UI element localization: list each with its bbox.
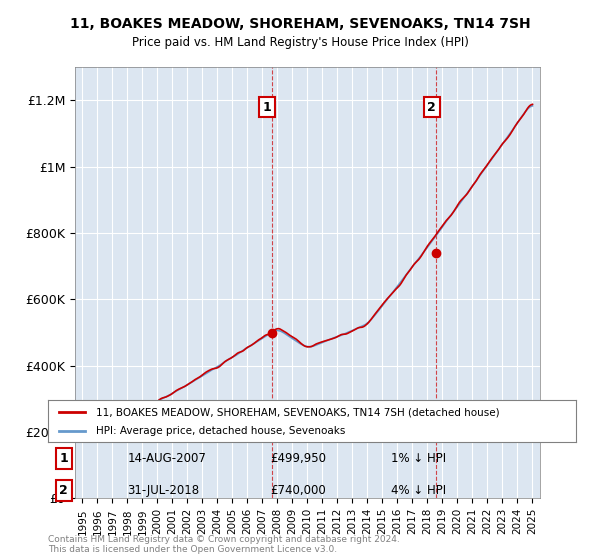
Text: Contains HM Land Registry data © Crown copyright and database right 2024.
This d: Contains HM Land Registry data © Crown c… <box>48 535 400 554</box>
Text: 31-JUL-2018: 31-JUL-2018 <box>127 484 199 497</box>
Text: 1: 1 <box>59 452 68 465</box>
Text: 1: 1 <box>263 100 272 114</box>
Text: 14-AUG-2007: 14-AUG-2007 <box>127 452 206 465</box>
Text: 1% ↓ HPI: 1% ↓ HPI <box>391 452 446 465</box>
Text: £740,000: £740,000 <box>270 484 326 497</box>
Text: £499,950: £499,950 <box>270 452 326 465</box>
Text: Price paid vs. HM Land Registry's House Price Index (HPI): Price paid vs. HM Land Registry's House … <box>131 36 469 49</box>
Text: 11, BOAKES MEADOW, SHOREHAM, SEVENOAKS, TN14 7SH (detached house): 11, BOAKES MEADOW, SHOREHAM, SEVENOAKS, … <box>95 407 499 417</box>
Text: 4% ↓ HPI: 4% ↓ HPI <box>391 484 446 497</box>
Text: 2: 2 <box>427 100 436 114</box>
Text: HPI: Average price, detached house, Sevenoaks: HPI: Average price, detached house, Seve… <box>95 426 345 436</box>
Text: 2: 2 <box>59 484 68 497</box>
Text: 11, BOAKES MEADOW, SHOREHAM, SEVENOAKS, TN14 7SH: 11, BOAKES MEADOW, SHOREHAM, SEVENOAKS, … <box>70 17 530 31</box>
